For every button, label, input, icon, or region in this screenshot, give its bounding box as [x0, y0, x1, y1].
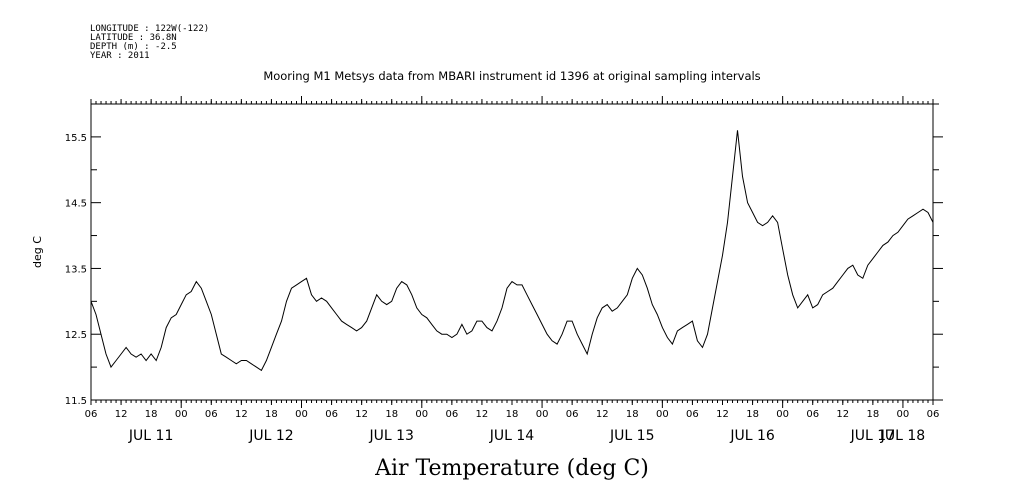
x-tick-label: 00 — [295, 409, 308, 420]
header-year: YEAR : 2011 — [90, 51, 150, 61]
y-tick-label: 14.5 — [65, 199, 87, 210]
x-tick-label: 18 — [506, 409, 519, 420]
day-label: JUL 14 — [489, 428, 535, 444]
x-major-ticks — [90, 96, 934, 408]
x-tick-label: 00 — [175, 409, 188, 420]
header-latitude: LATITUDE : 36.8N — [90, 33, 177, 43]
bottom-title: Air Temperature (deg C) — [374, 456, 649, 481]
header-longitude: LONGITUDE : 122W(-122) — [90, 24, 209, 34]
y-axis-label: deg C — [31, 236, 44, 268]
day-label: JUL 18 — [880, 428, 925, 444]
x-tick-label: 00 — [415, 409, 428, 420]
x-tick-label: 00 — [536, 409, 549, 420]
x-tick-label: 06 — [205, 409, 218, 420]
day-label: JUL 13 — [368, 428, 413, 444]
x-tick-label: 06 — [325, 409, 338, 420]
header-depth: DEPTH (m) : -2.5 — [90, 42, 177, 52]
y-tick-labels: 11.5 12.5 13.5 14.5 15.5 — [65, 133, 87, 407]
day-labels: JUL 11 JUL 12 JUL 13 JUL 14 JUL 15 JUL 16 JUL … — [128, 428, 925, 444]
y-tick-label: 15.5 — [65, 133, 87, 144]
chart-title: Mooring M1 Metsys data from MBARI instru… — [263, 69, 760, 83]
x-tick-label: 18 — [746, 409, 759, 420]
plot-frame — [90, 103, 934, 401]
x-tick-label: 18 — [145, 409, 158, 420]
x-tick-label: 12 — [115, 409, 128, 420]
x-tick-label: 18 — [385, 409, 398, 420]
x-tick-label: 06 — [927, 409, 940, 420]
x-tick-label: 18 — [265, 409, 278, 420]
y-tick-label: 12.5 — [65, 330, 87, 341]
x-tick-label: 12 — [596, 409, 609, 420]
x-tick-labels: 06 12 18 00 06 12 18 00 06 12 18 00 06 12 18 00 06 12 18 00… — [85, 409, 940, 420]
x-tick-label: 18 — [866, 409, 879, 420]
x-tick-label: 06 — [806, 409, 819, 420]
x-tick-label: 12 — [476, 409, 489, 420]
day-label: JUL 15 — [609, 428, 654, 444]
x-tick-label: 00 — [656, 409, 669, 420]
day-label: JUL 12 — [248, 428, 293, 444]
x-minor-ticks — [90, 101, 934, 403]
x-tick-label: 00 — [897, 409, 910, 420]
x-tick-label: 06 — [566, 409, 579, 420]
y-tick-label: 11.5 — [65, 396, 87, 407]
y-ticks — [91, 103, 943, 401]
x-tick-label: 12 — [235, 409, 248, 420]
day-label: JUL 16 — [729, 428, 775, 444]
x-tick-label: 00 — [776, 409, 789, 420]
day-label: JUL 11 — [128, 428, 173, 444]
x-tick-label: 06 — [85, 409, 98, 420]
x-tick-label: 06 — [445, 409, 458, 420]
series-line — [90, 130, 934, 372]
x-tick-label: 12 — [716, 409, 729, 420]
x-tick-label: 06 — [686, 409, 699, 420]
day-label: JUL 17 — [850, 428, 895, 444]
x-tick-label: 12 — [836, 409, 849, 420]
y-tick-label: 13.5 — [65, 264, 87, 275]
x-tick-label: 18 — [626, 409, 639, 420]
x-tick-label: 12 — [355, 409, 368, 420]
